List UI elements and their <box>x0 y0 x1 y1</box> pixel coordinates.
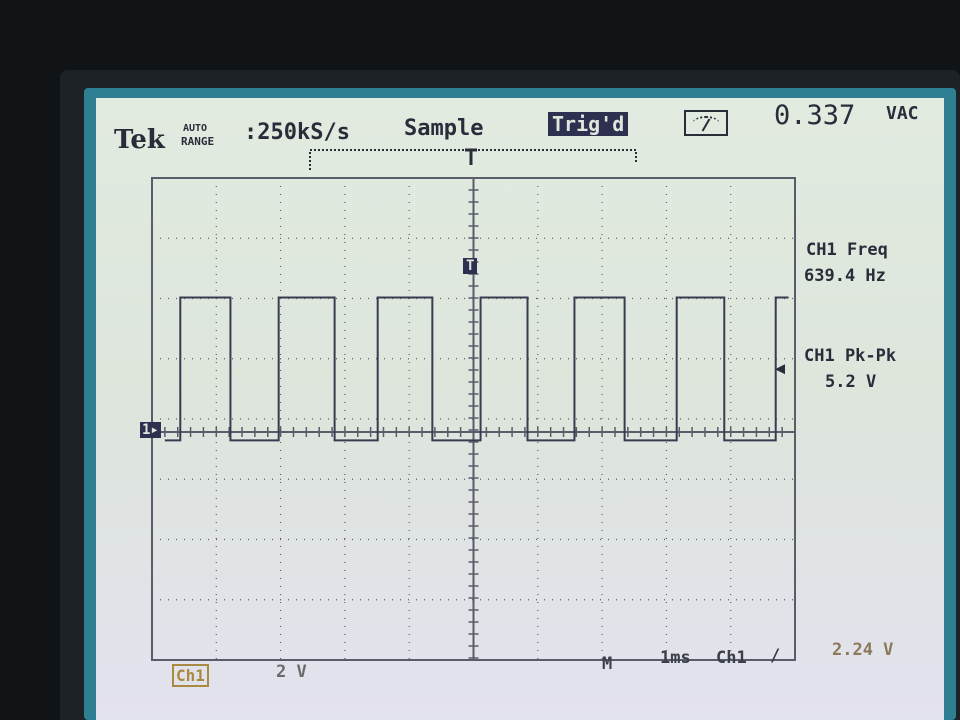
range-label: RANGE <box>181 135 215 148</box>
trigger-marker: T <box>463 258 478 274</box>
meter-reading: 0.337 <box>774 100 856 131</box>
trigger-status: Trig'd <box>548 112 629 136</box>
channel-indicator: Ch1 <box>172 664 209 687</box>
acquisition-mode: Sample <box>404 116 484 141</box>
sample-rate: :250kS/s <box>244 120 350 145</box>
volts-per-div: 2 V <box>276 662 307 682</box>
trigger-source: Ch1 <box>716 648 747 668</box>
measurement-label: CH1 Freq <box>806 240 888 260</box>
meter-unit: VAC <box>886 103 919 124</box>
screen <box>96 98 944 720</box>
ground-marker: 1▸ <box>140 422 161 438</box>
trigger-level-marker <box>775 364 785 375</box>
measurement-label: CH1 Pk-Pk <box>804 346 897 366</box>
record-bracket <box>309 149 637 170</box>
analog-meter-icon <box>684 110 728 136</box>
trigger-level: 2.24 V <box>832 640 894 660</box>
measurement-value: 5.2 V <box>825 372 877 392</box>
trigger-slope: / <box>770 646 781 666</box>
measurement-value: 639.4 Hz <box>804 266 886 286</box>
auto-label: AUTO <box>183 123 208 134</box>
trigger-position-marker <box>465 148 477 165</box>
brand-logo: Tek <box>114 125 165 155</box>
timebase: 1ms <box>660 648 691 668</box>
main-timebase-label: M <box>602 654 613 674</box>
ch1-trace <box>164 296 789 442</box>
